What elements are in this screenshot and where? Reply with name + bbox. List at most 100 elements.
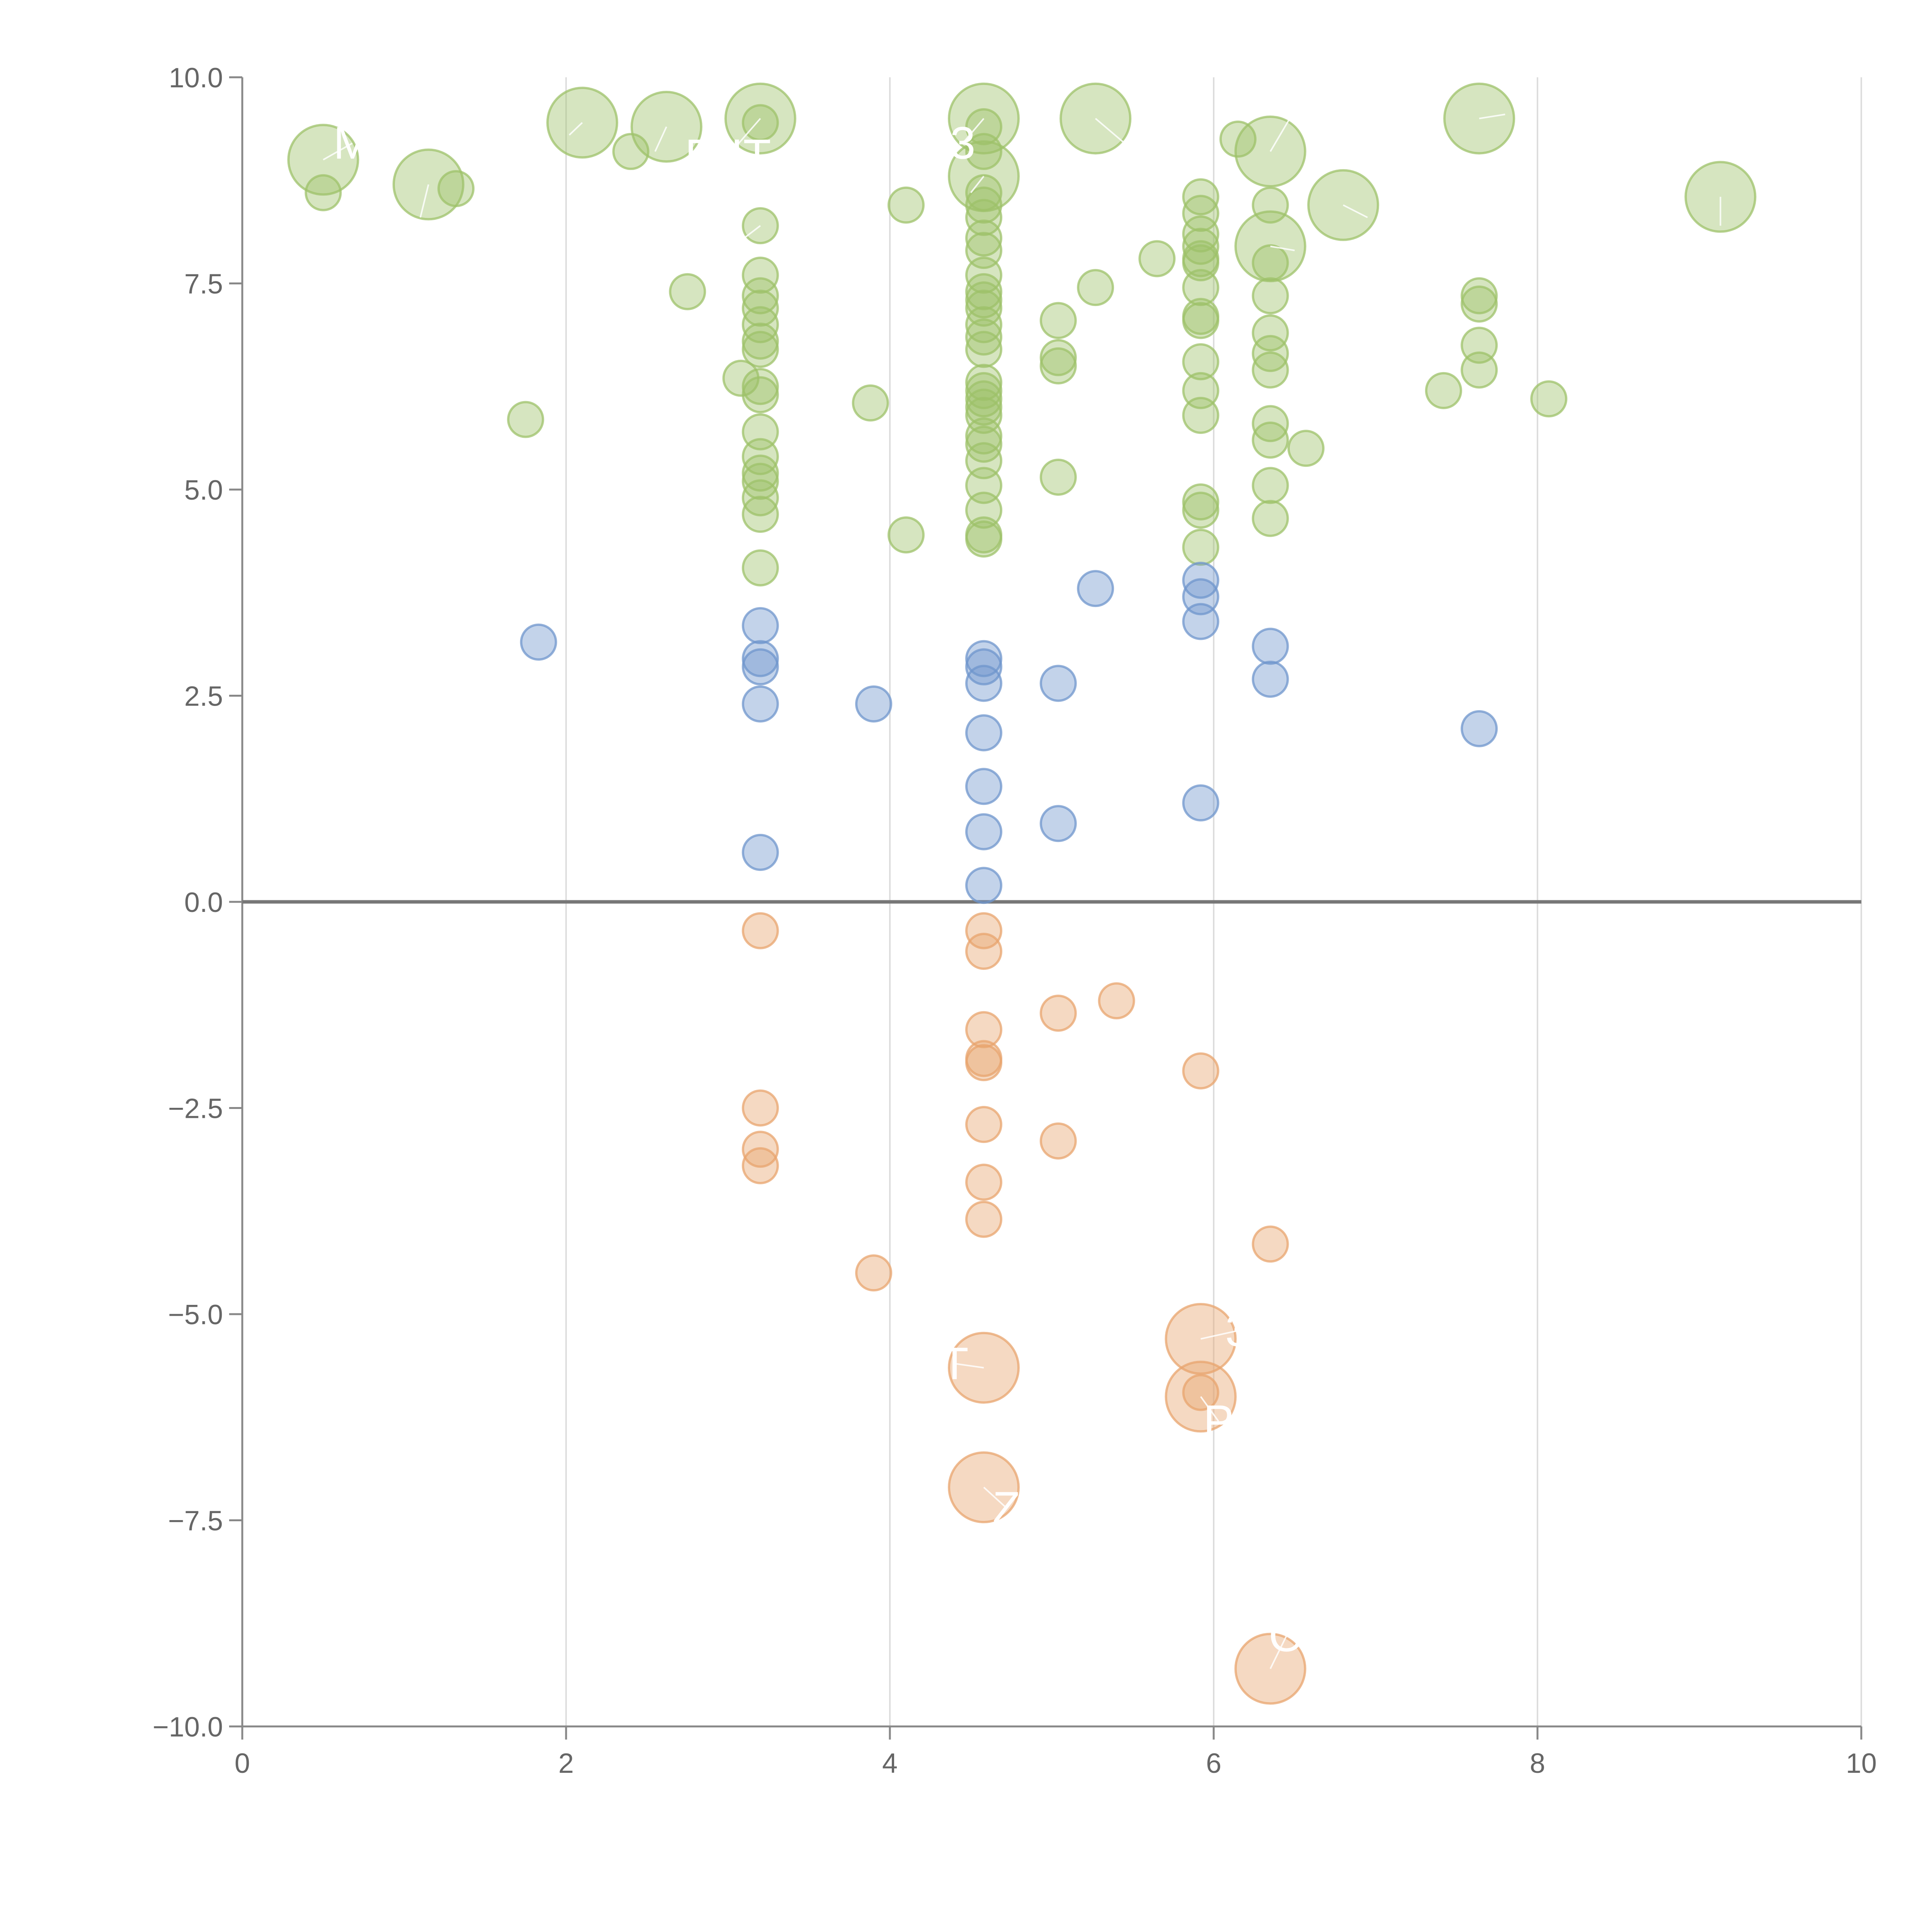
bubble-point xyxy=(965,318,1003,356)
bubble-point xyxy=(855,685,893,723)
bubble-point xyxy=(965,1011,1003,1048)
x-tick-label: 2 xyxy=(558,1748,574,1779)
annotation-label: 3 xyxy=(950,118,976,169)
y-tick-label: −5.0 xyxy=(168,1299,223,1330)
bubble-point xyxy=(1252,1225,1289,1263)
y-tick-label: 7.5 xyxy=(184,269,223,300)
bubble-point xyxy=(742,607,779,645)
annotation-leader xyxy=(1095,118,1125,144)
bubble-point xyxy=(1039,458,1077,496)
bubble-point xyxy=(1252,351,1289,389)
bubble-point xyxy=(1039,302,1077,339)
annotation-leader xyxy=(1270,245,1295,252)
bubble-point xyxy=(1252,628,1289,665)
y-tick-label: 10.0 xyxy=(169,63,223,94)
bubble-point xyxy=(742,257,779,294)
bubble-point xyxy=(742,640,779,677)
bubble-point xyxy=(742,648,779,685)
bubble-point xyxy=(965,1163,1003,1201)
bubble-point xyxy=(1039,665,1077,702)
annotation-label: R IT xyxy=(685,130,771,181)
bubble-point xyxy=(965,714,1003,752)
bubble-point xyxy=(1182,492,1219,529)
bubble-point xyxy=(1182,302,1219,339)
bubble-point xyxy=(1287,430,1325,467)
bubble-point xyxy=(1182,1374,1219,1411)
bubble-point xyxy=(612,133,650,170)
annotation-label: 3 xyxy=(1225,1305,1251,1356)
bubble-point xyxy=(1182,343,1219,381)
bubble-point xyxy=(742,322,779,360)
bubble-point xyxy=(507,401,544,438)
bubble-point xyxy=(1039,347,1077,384)
annotation-label: M xyxy=(333,118,371,169)
bubble-point xyxy=(1182,784,1219,821)
series-mid xyxy=(520,561,1498,904)
annotation-leader xyxy=(983,1486,1007,1509)
y-tick-label: 5.0 xyxy=(184,475,223,506)
bubble-point xyxy=(742,549,779,587)
y-tick-label: 2.5 xyxy=(184,681,223,712)
bubble-point xyxy=(742,368,779,405)
bubble-point xyxy=(1182,483,1219,521)
bubble-point xyxy=(965,133,1003,170)
bubble-point xyxy=(1182,396,1219,434)
bubble-point xyxy=(742,1089,779,1127)
annotation-label: O xyxy=(1269,1610,1304,1661)
bubble-point xyxy=(669,273,706,310)
bubble-point xyxy=(1098,982,1135,1020)
bubble-point xyxy=(437,170,475,207)
bubble-point xyxy=(1252,244,1289,282)
bubble-point xyxy=(1461,710,1498,747)
bubble-point xyxy=(965,665,1003,702)
bubble-point xyxy=(965,1201,1003,1238)
bubble-point xyxy=(1252,660,1289,698)
annotation-label: P xyxy=(1203,1396,1234,1447)
annotation-leader xyxy=(1201,1330,1238,1340)
bubble-point xyxy=(1077,570,1114,607)
bubble-point xyxy=(304,174,342,211)
annotation-leader xyxy=(1343,204,1368,218)
bubble-point xyxy=(742,331,779,368)
series-low xyxy=(742,912,1306,1705)
y-tick-label: −10.0 xyxy=(153,1712,223,1743)
bubble-point xyxy=(965,388,1003,426)
bubble-point xyxy=(1252,421,1289,459)
bubble-point xyxy=(742,496,779,533)
bubble-point xyxy=(1425,372,1462,409)
y-axis-ticks: 10.0 7.5 5.0 2.5 0.0 −2.5 −5.0 −7.5 −10.0 xyxy=(153,63,242,1743)
bubble-point xyxy=(742,1147,779,1184)
bubble-point xyxy=(965,199,1003,236)
bubble-point xyxy=(965,867,1003,904)
series-high xyxy=(287,82,1757,587)
bubble-point xyxy=(1182,1052,1219,1090)
bubble-point xyxy=(887,516,925,554)
bubble-point xyxy=(887,186,925,224)
bubble-point xyxy=(742,833,779,871)
annotation-leader xyxy=(323,142,353,161)
bubble-point xyxy=(1039,995,1077,1032)
bubble-point xyxy=(520,623,557,661)
annotation-leader xyxy=(654,126,667,152)
bubble-point xyxy=(965,1106,1003,1143)
bubble-point xyxy=(1252,186,1289,224)
bubble-point xyxy=(1182,195,1219,232)
bubble-point xyxy=(1252,467,1289,504)
bubble-point xyxy=(1182,529,1219,566)
bubble-point xyxy=(1252,500,1289,537)
annotation-leader xyxy=(1479,114,1505,119)
annotation-leader xyxy=(962,118,985,144)
x-tick-label: 4 xyxy=(882,1748,898,1779)
bubble-point xyxy=(965,1044,1003,1082)
bubble-point xyxy=(852,384,889,422)
bubble-point xyxy=(965,912,1003,949)
bubble-point xyxy=(1461,285,1498,323)
annotation-leader xyxy=(1269,110,1296,152)
y-tick-label: −2.5 xyxy=(168,1094,223,1124)
bubble-point xyxy=(1039,339,1077,376)
x-tick-label: 6 xyxy=(1206,1748,1221,1779)
bubble-point xyxy=(965,768,1003,805)
bubble-point xyxy=(1182,269,1219,306)
annotation-leader xyxy=(568,122,583,136)
